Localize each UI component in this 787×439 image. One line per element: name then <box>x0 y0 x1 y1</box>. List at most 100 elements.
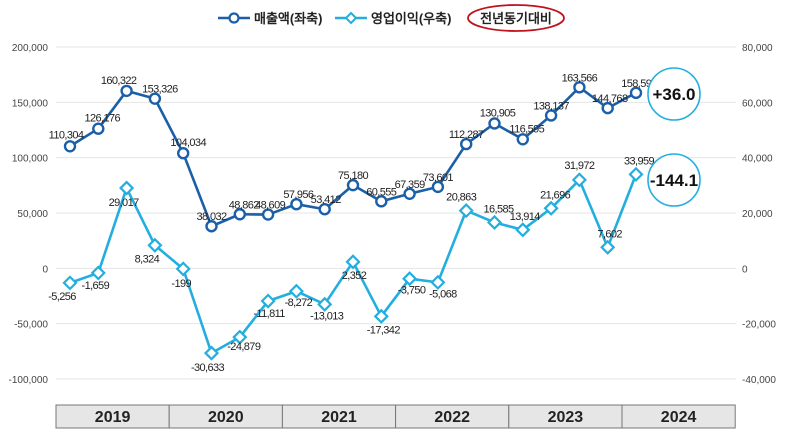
sales-point <box>290 197 303 211</box>
right-tick-label: 80,000 <box>742 43 773 54</box>
op-income-data-label: -11,811 <box>253 308 285 320</box>
op-income-data-label: 31,972 <box>564 160 595 172</box>
right-tick-label: 20,000 <box>742 209 773 220</box>
sales-data-label: 60,555 <box>366 186 397 198</box>
year-axis: 2019 2020 2021 2022 2023 2024 <box>55 404 736 429</box>
sales-point <box>346 178 360 192</box>
year-label: 2023 <box>548 409 584 426</box>
sales-data-label: 48,862 <box>229 199 260 211</box>
sales-point <box>601 101 614 115</box>
sales-data-label: 53,412 <box>311 194 342 206</box>
op-income-point <box>628 166 644 182</box>
sales-point <box>431 180 445 194</box>
sales-data-label: 160,322 <box>101 75 137 87</box>
yoy-annotations: +36.0 -144.1 <box>647 67 701 207</box>
right-axis-ticks: 80,000 60,000 40,000 20,000 0 -20,000 -40,000 <box>742 43 776 386</box>
yoy-circle <box>647 67 701 121</box>
op-income-point <box>203 345 220 361</box>
left-tick-label: 150,000 <box>12 98 49 109</box>
right-tick-label: -40,000 <box>742 375 776 386</box>
series-markers <box>62 81 644 361</box>
year-label: 2022 <box>434 409 470 426</box>
sales-data-label: 116,595 <box>509 123 544 135</box>
year-label: 2020 <box>208 409 244 426</box>
right-tick-label: 40,000 <box>742 154 773 165</box>
sales-data-label: 130,905 <box>480 107 516 119</box>
sales-point <box>488 117 501 130</box>
op-income-data-label: 8,324 <box>135 253 160 265</box>
op-income-point <box>600 239 616 255</box>
sales-point <box>403 187 416 200</box>
sales-data-label: 138,137 <box>533 100 569 112</box>
op-income-data-label: 29,017 <box>109 197 140 209</box>
sales-data-label: 48,609 <box>255 200 286 212</box>
op-income-data-label: 20,863 <box>446 192 477 204</box>
series-lines <box>69 86 638 355</box>
sales-data-label: 73,601 <box>423 172 454 184</box>
sales-data-label: 126,176 <box>85 113 121 125</box>
sales-point <box>120 84 133 98</box>
legend-yoy-oval <box>467 4 565 32</box>
op-income-point <box>458 203 474 219</box>
sales-point <box>460 137 473 151</box>
op-income-data-label: -1,659 <box>82 280 110 292</box>
sales-point <box>176 147 190 160</box>
op-income-point <box>515 222 531 238</box>
sales-data-label: 104,034 <box>170 137 206 149</box>
op-income-data-label: -199 <box>171 278 191 290</box>
sales-point <box>516 133 529 146</box>
legend-marker-sales <box>228 12 240 24</box>
yoy-value: +36.0 <box>652 85 695 104</box>
op-income-point <box>571 172 587 188</box>
sales-point <box>261 208 275 221</box>
sales-point <box>375 195 388 208</box>
op-income-point <box>430 274 446 290</box>
sales-data-label: 110,304 <box>49 129 84 141</box>
year-label: 2019 <box>95 409 131 426</box>
gridlines <box>56 46 736 380</box>
sales-data-label: 144,768 <box>592 93 628 105</box>
op-income-data-label: -5,256 <box>48 291 76 303</box>
op-income-point <box>119 180 135 196</box>
left-tick-label: 50,000 <box>17 209 48 220</box>
op-income-data-label: -17,342 <box>367 324 401 336</box>
left-tick-label: 100,000 <box>12 154 49 165</box>
left-tick-label: -100,000 <box>9 375 49 386</box>
sales-data-label: 67,359 <box>395 179 426 191</box>
legend-marker-op-income <box>344 11 358 25</box>
op-income-data-label: 33,959 <box>624 155 655 167</box>
left-tick-label: 200,000 <box>12 43 49 54</box>
year-cell <box>621 404 736 429</box>
op-income-data-label: -5,068 <box>429 288 457 300</box>
op-income-data-label: -3,750 <box>398 285 426 297</box>
legend-label-op-income: 영업이익(우축) <box>371 11 451 26</box>
sales-data-label: 153,326 <box>142 84 178 96</box>
legend-label-yoy: 전년동기대비 <box>480 11 552 26</box>
op-income-point <box>543 200 559 216</box>
op-income-point <box>90 265 106 281</box>
sales-data-label: 57,956 <box>283 189 314 201</box>
sales-point <box>148 92 162 105</box>
sales-data-label: 75,180 <box>338 170 369 182</box>
legend: 매출액(좌축) 영업이익(우축) 전년동기대비 <box>218 4 565 32</box>
op-income-data-label: 21,696 <box>540 189 571 201</box>
op-income-data-label: 13,914 <box>510 211 541 223</box>
op-income-point <box>62 275 78 291</box>
left-tick-label: -50,000 <box>14 320 48 331</box>
op-income-data-label: 2,352 <box>342 270 367 282</box>
right-tick-label: 60,000 <box>742 98 773 109</box>
op-income-point <box>260 293 276 309</box>
sales-point <box>544 109 558 122</box>
op-income-point <box>345 254 361 270</box>
op-income-point <box>175 261 191 277</box>
sales-data-label: 38,032 <box>196 211 227 223</box>
yoy-circle <box>647 153 701 207</box>
op-income-data-label: -30,633 <box>191 362 225 374</box>
op-income-point <box>147 237 163 253</box>
op-income-point <box>317 296 333 312</box>
right-tick-label: -20,000 <box>742 320 776 331</box>
left-tick-label: 0 <box>42 264 48 275</box>
op-income-data-label: 16,585 <box>483 203 514 215</box>
sales-point <box>233 208 247 221</box>
